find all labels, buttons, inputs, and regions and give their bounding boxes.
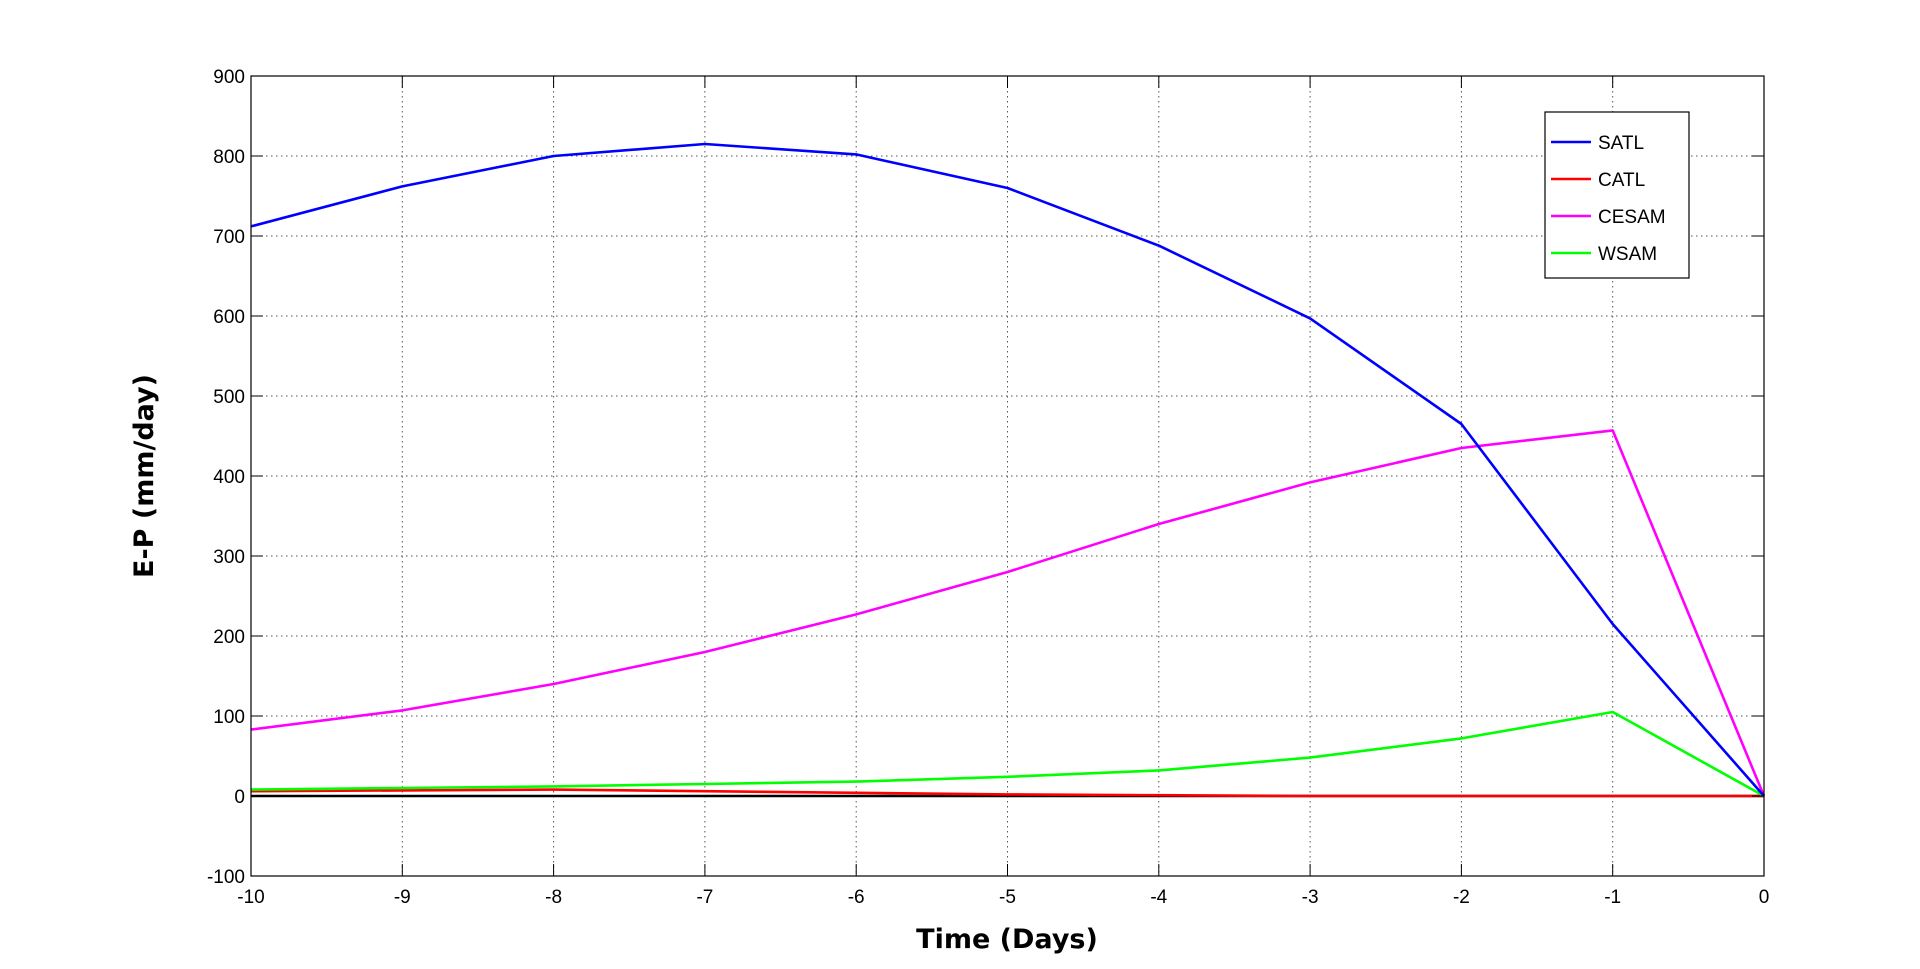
- x-tick-label: -7: [696, 887, 713, 908]
- legend-box: [1544, 111, 1690, 279]
- x-tick-label: -9: [394, 887, 411, 908]
- legend-label-satl: SATL: [1598, 133, 1644, 154]
- y-tick-label: 900: [213, 67, 245, 88]
- y-axis-label: E-P (mm/day): [129, 374, 160, 578]
- legend-label-wsam: WSAM: [1598, 244, 1657, 265]
- legend-label-cesam: CESAM: [1598, 207, 1666, 228]
- x-tick-label: -2: [1453, 887, 1470, 908]
- series-line-catl: [250, 788, 1764, 798]
- x-tick-label: -5: [999, 887, 1016, 908]
- y-tick-label: 700: [213, 227, 245, 248]
- y-tick-label: 800: [213, 147, 245, 168]
- x-tick-label: -4: [1150, 887, 1167, 908]
- y-tick-label: 500: [213, 387, 245, 408]
- legend: SATL CATL CESAM WSAM: [1544, 111, 1690, 279]
- y-tick-label: 100: [213, 707, 245, 728]
- y-tick-label: 200: [213, 627, 245, 648]
- x-tick-label: -8: [545, 887, 562, 908]
- y-tick-label: -100: [207, 867, 245, 888]
- y-tick-label: 0: [234, 787, 245, 808]
- y-tick-labels: -100 0 100 200 300 400 500 600 700 800 900: [207, 67, 245, 888]
- x-tick-labels: -10 -9 -8 -7 -6 -5 -4 -3 -2 -1 0: [237, 887, 1769, 908]
- x-tick-label: 0: [1759, 887, 1770, 908]
- series-lines: [250, 142, 1766, 798]
- x-axis-label: Time (Days): [916, 924, 1098, 955]
- y-tick-label: 300: [213, 547, 245, 568]
- series-line-cesam: [250, 429, 1766, 797]
- y-tick-label: 600: [213, 307, 245, 328]
- x-tick-label: -10: [237, 887, 264, 908]
- series-line-satl: [250, 142, 1765, 797]
- x-tick-label: -3: [1302, 887, 1319, 908]
- x-tick-label: -6: [848, 887, 865, 908]
- series-line-wsam: [250, 710, 1765, 798]
- ticks: [250, 75, 1765, 877]
- y-tick-label: 400: [213, 467, 245, 488]
- x-tick-label: -1: [1604, 887, 1621, 908]
- legend-label-catl: CATL: [1598, 170, 1645, 191]
